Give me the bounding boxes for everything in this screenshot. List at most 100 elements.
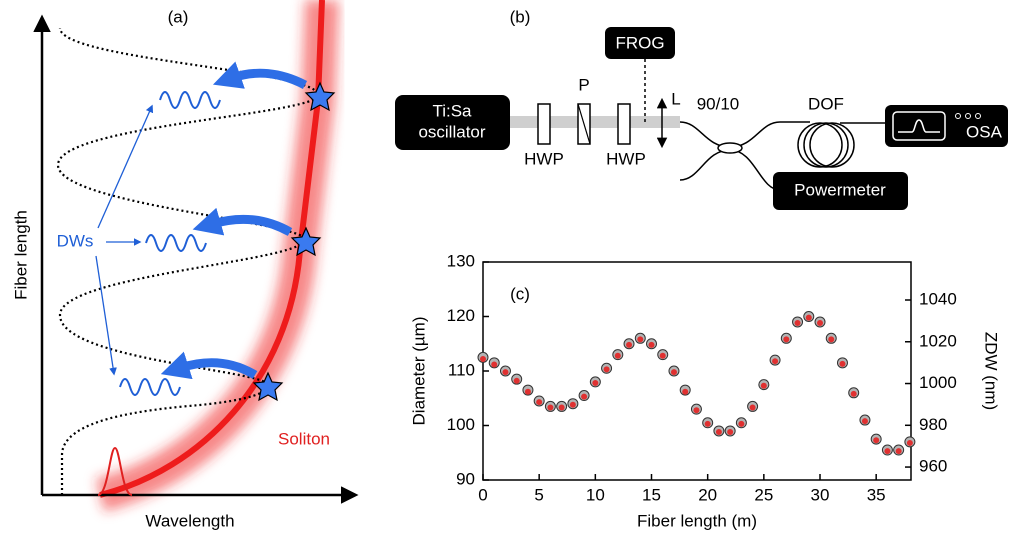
panel-label: (c) — [510, 284, 530, 303]
plot-frame — [482, 261, 912, 481]
x-tick-label: 10 — [586, 485, 605, 504]
frog-box — [605, 27, 675, 59]
data-point — [738, 420, 745, 427]
star — [252, 371, 284, 402]
dw-wave — [119, 378, 181, 396]
frog-label: FROG — [615, 33, 664, 52]
soliton-label: Soliton — [278, 429, 330, 448]
data-point — [805, 314, 812, 321]
y2-tick-label: 1020 — [919, 331, 957, 350]
input-pulse — [97, 446, 133, 496]
osa-knob — [955, 113, 961, 119]
osa-knob — [965, 113, 971, 119]
data-point — [704, 420, 711, 427]
x-tick-label: 30 — [811, 485, 830, 504]
data-point — [670, 369, 677, 376]
data-point — [850, 390, 857, 397]
beam — [505, 116, 680, 128]
data-point — [772, 358, 779, 365]
panel-a: (a) Fiber length Wavelength DWs Soliton — [11, 0, 359, 530]
data-point — [614, 352, 621, 359]
data-point — [648, 341, 655, 348]
data-point — [839, 360, 846, 367]
osa-screen — [892, 111, 946, 141]
data-point — [727, 429, 734, 436]
data-point — [536, 399, 543, 406]
data-point — [682, 388, 689, 395]
data-point — [581, 393, 588, 400]
x-tick-label: 35 — [867, 485, 886, 504]
shed-arrow — [212, 61, 308, 90]
laser-box — [395, 95, 510, 150]
osa-box — [885, 105, 1008, 147]
x-axis-title: Fiber length (m) — [637, 511, 757, 530]
y-tick-label: 100 — [447, 415, 475, 434]
hwp-plate — [537, 103, 551, 145]
x-tick-label: 0 — [478, 485, 487, 504]
y-tick-label: 110 — [448, 360, 475, 379]
data-point — [637, 336, 644, 343]
polarizer-label: P — [578, 75, 589, 94]
axis-title: Fiber length — [11, 210, 30, 300]
panel-label: (a) — [168, 7, 189, 26]
hwp-label: HWP — [606, 149, 646, 168]
data-point — [592, 379, 599, 386]
data-point — [693, 407, 700, 414]
y2-tick-label: 1000 — [919, 373, 957, 392]
panel-b: Ti:Sa oscillator HWP P HWP FROG L 90/10 … — [395, 7, 1008, 210]
data-point — [906, 439, 913, 446]
powermeter-box — [773, 172, 908, 210]
data-point — [491, 361, 498, 368]
laser-label: oscillator — [418, 122, 485, 141]
data-point — [502, 369, 509, 376]
dotted-trajectory — [56, 27, 320, 495]
y2-tick-label: 1040 — [919, 289, 957, 308]
osa-trace — [898, 119, 940, 133]
x-tick-label: 15 — [642, 485, 661, 504]
axis-title: Wavelength — [145, 511, 234, 530]
polarizer-line — [577, 103, 591, 145]
x-tick-label: 25 — [754, 485, 773, 504]
x-tick-label: 5 — [534, 485, 543, 504]
dw-wave — [159, 91, 221, 109]
dof-label: DOF — [808, 94, 844, 113]
data-point — [749, 404, 756, 411]
data-point — [603, 366, 610, 373]
y2-axis-title: ZDW (nm) — [982, 332, 1001, 410]
osa-knob — [975, 113, 981, 119]
osa-label: OSA — [966, 122, 1003, 141]
data-point — [524, 388, 531, 395]
data-point — [861, 418, 868, 425]
hwp-label: HWP — [524, 149, 564, 168]
data-point — [513, 377, 520, 384]
dw-pointer — [95, 255, 117, 376]
data-point — [783, 336, 790, 343]
data-point — [626, 341, 633, 348]
y-tick-label: 130 — [447, 251, 475, 270]
y2-tick-label: 980 — [919, 415, 947, 434]
dw-wave — [145, 234, 207, 252]
coupler-label: 90/10 — [697, 94, 740, 113]
panel-label: (b) — [510, 7, 531, 26]
fiber-coil — [809, 122, 855, 168]
powermeter-label: Powermeter — [794, 180, 886, 199]
dw-pointer — [97, 104, 154, 229]
lens-label: L — [671, 89, 680, 108]
data-point — [715, 429, 722, 436]
laser-label: Ti:Sa — [432, 101, 472, 120]
data-point — [895, 448, 902, 455]
data-point — [547, 404, 554, 411]
data-point — [817, 320, 824, 327]
star — [304, 81, 336, 112]
dws-label: DWs — [57, 231, 94, 250]
fiber-coil — [803, 122, 849, 168]
fiber-coil — [797, 122, 843, 168]
data-point — [794, 320, 801, 327]
data-point — [480, 356, 486, 363]
data-point — [884, 448, 891, 455]
data-point — [569, 401, 576, 408]
y-tick-label: 120 — [447, 306, 475, 325]
y2-tick-label: 960 — [919, 457, 947, 476]
data-point — [873, 437, 880, 444]
